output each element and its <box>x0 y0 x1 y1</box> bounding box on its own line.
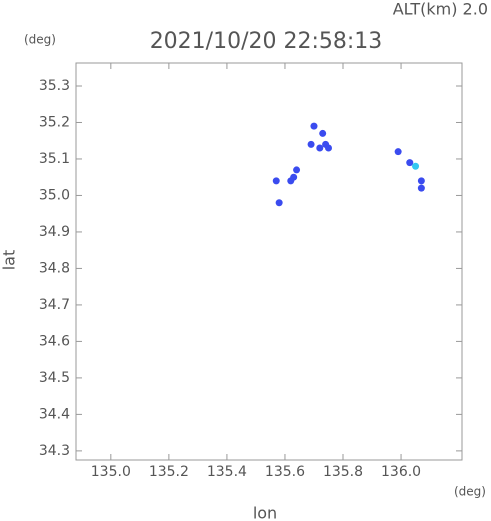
y-tick-label: 34.9 <box>39 224 70 240</box>
chart-title: 2021/10/20 22:58:13 <box>150 29 383 54</box>
echo-point <box>417 177 425 185</box>
echo-point <box>316 144 324 152</box>
y-tick-label: 34.3 <box>39 443 70 459</box>
echo-point <box>394 148 402 156</box>
echo-point <box>287 177 295 185</box>
x-tick-label: 135.8 <box>323 464 363 480</box>
x-axis-label: lon <box>253 504 277 521</box>
y-tick-label: 35.2 <box>39 114 70 130</box>
x-unit: (deg) <box>454 485 486 499</box>
echo-point <box>412 162 420 170</box>
echo-point <box>272 177 280 185</box>
echo-point <box>417 184 425 192</box>
echo-point <box>310 122 318 130</box>
x-tick-label: 135.2 <box>149 464 189 480</box>
x-tick-label: 136.0 <box>381 464 421 480</box>
echo-point <box>275 199 283 207</box>
x-tick-label: 135.6 <box>265 464 305 480</box>
echo-point <box>307 140 315 148</box>
y-tick-label: 34.7 <box>39 297 70 313</box>
echo-point <box>319 129 327 137</box>
echo-point <box>406 159 414 167</box>
y-tick-label: 34.8 <box>39 260 70 276</box>
echo-point <box>322 140 330 148</box>
y-tick-label: 35.3 <box>39 78 70 94</box>
y-tick-label: 34.4 <box>39 406 70 422</box>
echo-point <box>293 166 301 174</box>
y-tick-label: 35.0 <box>39 187 70 203</box>
plot-frame <box>75 62 463 461</box>
x-tick-label: 135.0 <box>91 464 131 480</box>
y-tick-label: 34.6 <box>39 333 70 349</box>
y-tick-label: 34.5 <box>39 370 70 386</box>
altitude-label: ALT(km) 2.0 <box>393 0 488 19</box>
y-axis-label: lat <box>0 250 19 271</box>
y-unit: (deg) <box>24 33 56 47</box>
y-tick-label: 35.1 <box>39 151 70 167</box>
x-tick-label: 135.4 <box>207 464 247 480</box>
